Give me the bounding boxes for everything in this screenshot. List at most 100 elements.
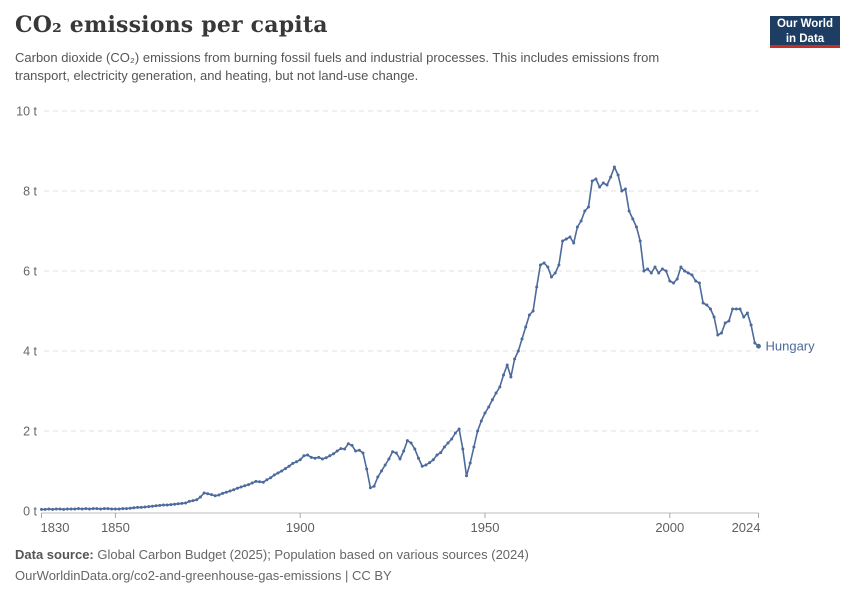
data-point[interactable] [631,217,635,221]
data-point[interactable] [653,265,657,269]
data-point[interactable] [150,504,154,508]
data-point[interactable] [590,179,594,183]
data-point[interactable] [184,501,188,505]
data-point[interactable] [727,319,731,323]
data-point[interactable] [350,443,354,447]
data-point[interactable] [276,471,280,475]
data-point[interactable] [243,484,247,488]
data-point[interactable] [95,507,99,511]
data-point[interactable] [509,375,513,379]
data-point[interactable] [221,491,225,495]
data-point[interactable] [346,442,350,446]
data-point[interactable] [601,181,605,185]
data-point[interactable] [572,241,576,245]
data-point[interactable] [125,507,128,511]
data-point[interactable] [623,187,627,191]
data-point[interactable] [409,441,413,445]
data-point[interactable] [291,461,295,465]
data-point[interactable] [435,453,439,457]
data-point[interactable] [649,271,653,275]
data-point[interactable] [479,419,483,423]
data-point[interactable] [745,311,749,315]
data-point[interactable] [616,173,620,177]
data-point[interactable] [391,450,395,454]
data-point[interactable] [210,493,213,497]
data-point[interactable] [502,373,505,377]
data-point[interactable] [428,461,432,465]
data-point[interactable] [694,279,698,283]
data-point[interactable] [180,501,184,505]
data-point[interactable] [716,333,720,337]
data-point[interactable] [457,427,461,431]
data-point[interactable] [176,502,180,506]
data-point[interactable] [110,507,114,511]
data-point[interactable] [280,469,284,473]
data-point[interactable] [332,452,335,456]
data-point[interactable] [538,263,542,267]
data-point[interactable] [468,461,472,465]
data-point[interactable] [609,175,613,179]
data-point[interactable] [450,437,454,441]
data-point[interactable] [620,189,624,193]
data-point[interactable] [657,271,661,275]
data-point[interactable] [742,315,746,319]
data-point[interactable] [158,503,162,507]
data-point[interactable] [413,447,417,451]
data-point[interactable] [494,391,498,395]
data-point[interactable] [398,457,402,461]
data-point[interactable] [660,267,664,271]
data-point[interactable] [668,279,672,283]
data-point[interactable] [376,475,380,479]
data-point[interactable] [520,337,524,341]
data-point[interactable] [324,456,328,460]
data-point[interactable] [217,493,221,497]
data-point[interactable] [564,237,568,241]
data-point[interactable] [136,505,140,509]
data-point[interactable] [646,267,650,271]
data-point[interactable] [354,449,358,453]
data-point[interactable] [106,507,110,511]
data-point[interactable] [483,411,487,415]
data-point[interactable] [298,458,302,462]
data-point[interactable] [720,331,723,335]
data-point[interactable] [80,507,84,511]
data-point[interactable] [368,486,372,490]
data-point[interactable] [247,483,250,487]
data-point[interactable] [309,455,313,459]
data-point[interactable] [198,495,202,499]
data-point[interactable] [490,398,494,402]
data-point[interactable] [191,499,195,503]
data-point[interactable] [283,467,287,471]
data-point[interactable] [638,239,642,243]
data-point[interactable] [99,507,103,511]
data-point[interactable] [583,209,587,213]
data-point[interactable] [487,405,491,409]
data-point[interactable] [62,507,66,511]
data-point[interactable] [627,209,631,213]
data-point[interactable] [139,505,143,509]
data-point[interactable] [380,469,383,473]
data-point[interactable] [513,357,517,361]
data-point[interactable] [365,467,369,471]
data-point[interactable] [424,463,428,467]
data-point[interactable] [431,458,435,462]
data-point[interactable] [683,269,687,273]
data-point[interactable] [568,235,572,239]
data-point[interactable] [69,507,73,511]
data-point[interactable] [542,261,546,265]
data-point[interactable] [553,271,557,275]
data-point[interactable] [664,269,668,273]
data-point[interactable] [206,492,210,496]
data-point[interactable] [295,460,298,464]
data-point[interactable] [43,507,47,511]
data-point[interactable] [642,269,646,273]
data-point[interactable] [84,507,88,511]
data-point[interactable] [306,453,310,457]
data-point[interactable] [612,165,616,169]
data-point[interactable] [476,429,480,433]
data-point[interactable] [113,507,117,511]
data-point[interactable] [77,507,80,511]
data-point[interactable] [128,506,132,510]
data-point[interactable] [598,185,602,189]
